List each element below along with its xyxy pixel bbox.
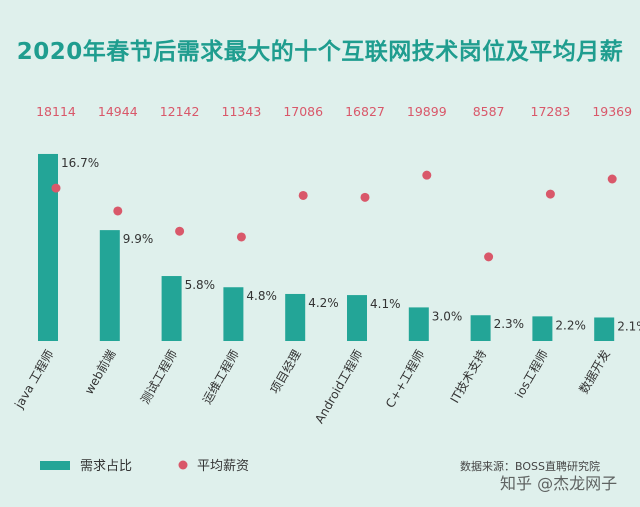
salary-dot-1 bbox=[113, 206, 123, 216]
salary-dot-9 bbox=[607, 174, 617, 184]
bar-1 bbox=[99, 230, 120, 341]
salary-dot-0 bbox=[51, 183, 61, 193]
salary-dot-5 bbox=[360, 192, 370, 202]
category-label-9: 数据开发 bbox=[576, 347, 613, 396]
salary-dot-2 bbox=[175, 226, 185, 236]
category-label-7: IT技术支持 bbox=[447, 347, 489, 405]
bar-3 bbox=[223, 287, 244, 341]
salary-label-3: 11343 bbox=[222, 104, 262, 119]
legend-dot-label: 平均薪资 bbox=[197, 459, 249, 474]
category-label-8: ios工程师 bbox=[512, 347, 551, 400]
bar-0 bbox=[38, 153, 58, 341]
legend-bar-label: 需求占比 bbox=[80, 459, 132, 474]
salary-label-9: 19369 bbox=[592, 104, 632, 119]
category-label-4: 项目经理 bbox=[268, 348, 304, 397]
bar-2 bbox=[161, 276, 182, 341]
bar-6 bbox=[408, 307, 429, 341]
bar-label-8: 2.2% bbox=[555, 318, 586, 332]
bar-label-5: 4.1% bbox=[370, 297, 401, 311]
bar-4 bbox=[285, 293, 306, 341]
salary-label-1: 14944 bbox=[98, 104, 138, 119]
salary-label-6: 19899 bbox=[407, 104, 447, 119]
bar-7 bbox=[470, 315, 491, 341]
bar-label-7: 2.3% bbox=[494, 317, 524, 331]
category-label-1: web前端 bbox=[81, 347, 118, 397]
salary-label-7: 8587 bbox=[473, 104, 505, 119]
salary-label-8: 17283 bbox=[531, 104, 571, 119]
salary-dot-8 bbox=[545, 189, 555, 199]
category-label-5: Android工程师 bbox=[311, 347, 365, 426]
bar-label-1: 9.9% bbox=[123, 232, 154, 246]
bar-5 bbox=[347, 295, 367, 341]
salary-label-5: 16827 bbox=[345, 104, 385, 119]
bar-label-9: 2.1% bbox=[617, 319, 640, 333]
data-source: 数据来源：BOSS直聘研究院 bbox=[460, 460, 600, 473]
category-label-0: java 工程师 bbox=[11, 347, 57, 412]
bar-label-2: 5.8% bbox=[185, 278, 216, 292]
salary-label-2: 12142 bbox=[160, 104, 200, 119]
bar-label-3: 4.8% bbox=[246, 289, 277, 303]
chart-title: 2020年春节后需求最大的十个互联网技术岗位及平均月薪 bbox=[16, 39, 624, 65]
bar-label-4: 4.2% bbox=[308, 296, 339, 310]
legend-dot-swatch bbox=[178, 460, 188, 470]
bar-9 bbox=[594, 317, 615, 341]
salary-label-4: 17086 bbox=[283, 104, 323, 119]
category-label-2: 测试工程师 bbox=[137, 347, 180, 406]
watermark: 知乎 @杰龙网子 bbox=[500, 474, 618, 493]
bar-label-0: 16.7% bbox=[61, 156, 99, 170]
salary-dot-7 bbox=[484, 252, 494, 262]
bar-8 bbox=[532, 316, 553, 341]
salary-dot-6 bbox=[422, 170, 432, 180]
legend-bar-swatch bbox=[40, 461, 70, 470]
salary-label-0: 18114 bbox=[36, 104, 76, 119]
category-label-6: C++工程师 bbox=[382, 347, 427, 410]
salary-dot-4 bbox=[298, 190, 308, 200]
salary-dot-3 bbox=[236, 232, 246, 242]
bar-label-6: 3.0% bbox=[432, 309, 463, 323]
category-label-3: 运维工程师 bbox=[199, 347, 242, 406]
